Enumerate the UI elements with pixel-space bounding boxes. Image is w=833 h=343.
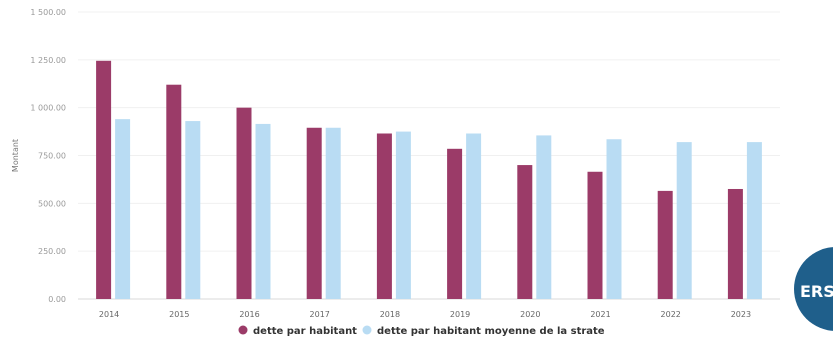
x-tick-label: 2015: [169, 310, 189, 319]
bar-dette-par-habitant[interactable]: [727, 188, 743, 299]
bar-dette-par-habitant[interactable]: [517, 165, 533, 299]
y-tick-label: 250.00: [38, 247, 66, 256]
legend-item-dette-par-habitant[interactable]: dette par habitant: [238, 325, 358, 338]
x-tick-label: 2017: [310, 310, 330, 319]
bar-dette-moyenne-strate[interactable]: [115, 119, 131, 299]
x-tick-label: 2019: [450, 310, 470, 319]
bar-dette-par-habitant[interactable]: [166, 84, 182, 299]
legend-label: dette par habitant moyenne de la strate: [377, 326, 605, 337]
y-tick-label: 750.00: [38, 152, 66, 161]
labels-layer: 0.00 250.00 500.00 750.00 1 000.00 1 250.00 1 …: [11, 8, 751, 319]
corner-badge: ERS: [794, 247, 833, 331]
bar-dette-par-habitant[interactable]: [96, 60, 112, 299]
x-tick-label: 2023: [731, 310, 751, 319]
bar-dette-moyenne-strate[interactable]: [185, 121, 201, 299]
badge-circle: [794, 247, 833, 331]
bar-dette-moyenne-strate[interactable]: [676, 142, 692, 299]
badge-layer: ERS: [794, 247, 833, 331]
x-tick-label: 2018: [380, 310, 400, 319]
bar-dette-par-habitant[interactable]: [376, 133, 392, 299]
bar-dette-par-habitant[interactable]: [236, 107, 252, 300]
legend-label: dette par habitant: [253, 326, 357, 337]
grid-layer: [78, 11, 780, 300]
bars-layer: [96, 60, 762, 300]
y-tick-label: 1 250.00: [30, 56, 66, 65]
bar-dette-moyenne-strate[interactable]: [255, 123, 271, 300]
bar-dette-par-habitant[interactable]: [657, 190, 673, 299]
bar-dette-moyenne-strate[interactable]: [536, 135, 552, 299]
y-tick-label: 500.00: [38, 199, 66, 208]
x-tick-label: 2016: [239, 310, 259, 319]
x-tick-label: 2022: [661, 310, 681, 319]
bar-dette-moyenne-strate[interactable]: [606, 139, 622, 299]
bar-dette-moyenne-strate[interactable]: [466, 133, 482, 299]
bar-dette-moyenne-strate[interactable]: [325, 127, 341, 299]
x-tick-label: 2021: [590, 310, 610, 319]
bar-dette-par-habitant[interactable]: [447, 148, 463, 299]
badge-text: ERS: [800, 282, 833, 301]
bar-dette-moyenne-strate[interactable]: [746, 142, 762, 299]
bar-dette-par-habitant[interactable]: [306, 127, 322, 299]
y-tick-label: 1 500.00: [30, 8, 66, 17]
bar-dette-moyenne-strate[interactable]: [395, 131, 411, 299]
y-tick-label: 0.00: [48, 295, 66, 304]
y-axis-title: Montant: [11, 139, 20, 172]
legend-marker: [362, 325, 372, 335]
legend-layer: dette par habitant dette par habitant moy…: [238, 325, 605, 338]
x-tick-label: 2020: [520, 310, 540, 319]
bar-dette-par-habitant[interactable]: [587, 171, 603, 299]
x-tick-label: 2014: [99, 310, 119, 319]
legend-item-dette-moyenne-strate[interactable]: dette par habitant moyenne de la strate: [362, 325, 605, 338]
y-tick-label: 1 000.00: [30, 104, 66, 113]
legend-marker: [238, 325, 248, 335]
